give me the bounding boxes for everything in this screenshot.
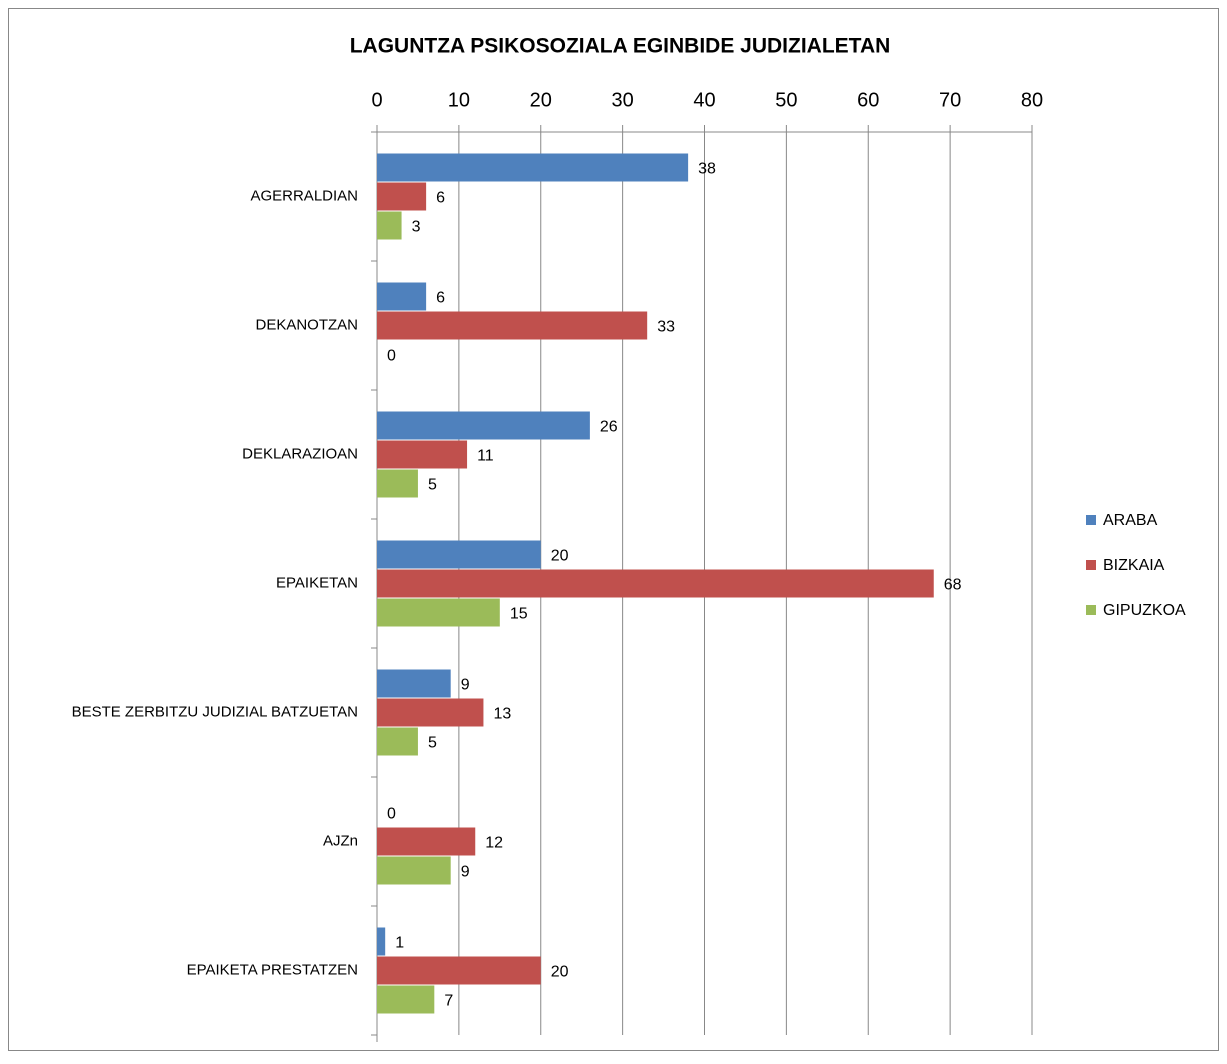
bar [377, 598, 500, 627]
data-label: 6 [436, 290, 445, 307]
bar [377, 956, 541, 985]
data-label: 5 [428, 735, 437, 752]
bar [377, 856, 451, 885]
bar [377, 540, 541, 569]
data-label: 13 [493, 706, 511, 723]
data-label: 0 [387, 806, 396, 823]
x-tick-label: 60 [857, 89, 879, 111]
bar [377, 311, 648, 340]
bar [377, 698, 484, 727]
legend-swatch [1086, 515, 1096, 525]
data-label: 68 [944, 577, 962, 594]
x-tick-label: 0 [371, 89, 382, 111]
data-label: 38 [698, 161, 716, 178]
bar [377, 182, 427, 211]
data-label: 26 [600, 419, 618, 436]
x-tick-label: 40 [693, 89, 715, 111]
data-label: 33 [657, 319, 675, 336]
legend-label: GIPUZKOA [1103, 602, 1186, 619]
y-tick-label: AGERRALDIAN [250, 187, 358, 204]
y-tick-label: DEKLARAZIOAN [242, 445, 358, 462]
x-tick-label: 30 [612, 89, 634, 111]
y-tick-label: EPAIKETAN [276, 574, 358, 591]
bar [377, 985, 435, 1014]
data-label: 5 [428, 477, 437, 494]
bar [377, 669, 451, 698]
chart-frame [8, 8, 1219, 1051]
legend-label: ARABA [1103, 512, 1158, 529]
data-label: 9 [461, 677, 470, 694]
data-label: 11 [477, 448, 494, 465]
data-label: 20 [551, 548, 569, 565]
legend-swatch [1086, 560, 1096, 570]
data-label: 0 [387, 348, 396, 365]
bar [377, 927, 386, 956]
x-tick-label: 70 [939, 89, 961, 111]
y-tick-label: EPAIKETA PRESTATZEN [187, 961, 358, 978]
bar [377, 827, 476, 856]
bar [377, 569, 934, 598]
bar [377, 153, 689, 182]
data-label: 1 [395, 935, 404, 952]
x-tick-label: 50 [775, 89, 797, 111]
legend-label: BIZKAIA [1103, 557, 1165, 574]
data-label: 6 [436, 190, 445, 207]
x-tick-label: 10 [448, 89, 470, 111]
y-tick-label: DEKANOTZAN [255, 316, 358, 333]
chart-title: LAGUNTZA PSIKOSOZIALA EGINBIDE JUDIZIALE… [350, 35, 891, 58]
y-tick-label: AJZn [323, 832, 358, 849]
bar [377, 282, 427, 311]
data-label: 3 [412, 219, 421, 236]
data-label: 7 [444, 993, 453, 1010]
data-label: 15 [510, 606, 528, 623]
data-label: 20 [551, 964, 569, 981]
y-tick-label: BESTE ZERBITZU JUDIZIAL BATZUETAN [72, 703, 358, 720]
bar [377, 727, 418, 756]
data-label: 9 [461, 864, 470, 881]
bar [377, 411, 590, 440]
x-tick-label: 80 [1021, 89, 1043, 111]
data-label: 12 [485, 835, 503, 852]
bar [377, 469, 418, 498]
bar [377, 440, 468, 469]
x-tick-label: 20 [530, 89, 552, 111]
bar [377, 211, 402, 240]
legend-swatch [1086, 605, 1096, 615]
